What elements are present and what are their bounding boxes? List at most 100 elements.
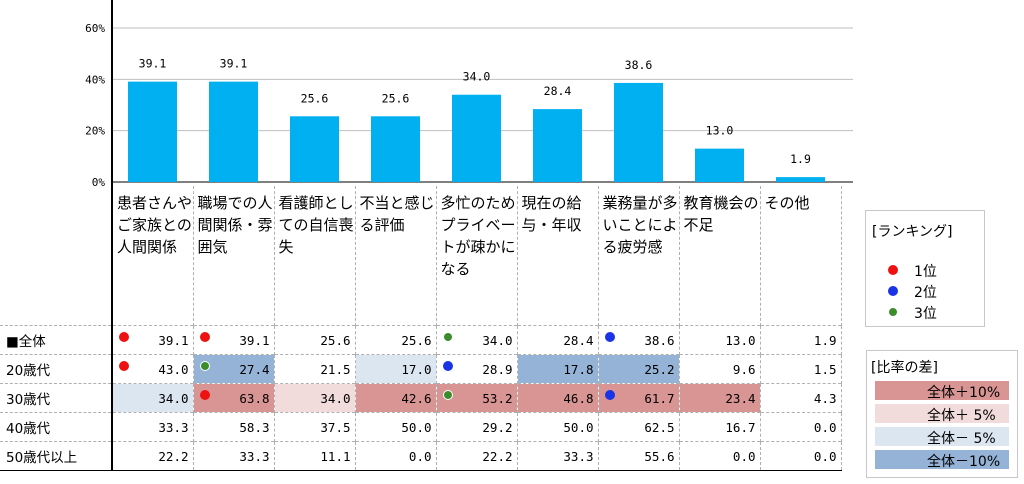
table-cell: 38.6 [597, 325, 680, 355]
difference-legend-item-plus10: 全体＋10% [875, 381, 1009, 401]
cell-value: 28.4 [563, 332, 594, 348]
table-cell: 34.0 [435, 325, 518, 355]
cell-value: 28.9 [482, 361, 513, 377]
y-tick-label: 60% [85, 22, 105, 35]
row-label: 50歳代以上 [0, 441, 112, 471]
table-cell: 28.4 [516, 325, 599, 355]
row-label: ■全体 [0, 325, 112, 355]
table-cell: 34.0 [273, 383, 356, 413]
bar-value-label: 28.4 [544, 84, 572, 98]
table-cell: 39.1 [192, 325, 275, 355]
table-cell: 46.8 [516, 383, 599, 413]
difference-legend-label: 全体＋ 5% [927, 408, 996, 424]
table-cell: 39.1 [111, 325, 194, 355]
table-cell: 34.0 [111, 383, 194, 413]
bar-value-label: 1.9 [790, 152, 811, 166]
cell-value: 21.5 [320, 361, 351, 377]
cell-value: 17.0 [401, 361, 432, 377]
bar-value-label: 34.0 [463, 70, 491, 84]
cell-value: 63.8 [239, 390, 270, 406]
bar-value-label: 13.0 [706, 124, 734, 138]
cell-value: 25.6 [401, 332, 432, 348]
table-cell: 62.5 [597, 412, 680, 442]
y-tick-label: 0% [92, 176, 106, 186]
category-header: 不当と感じる評価 [354, 186, 437, 326]
cell-value: 23.4 [725, 390, 756, 406]
cell-value: 55.6 [644, 448, 675, 464]
cell-value: 34.0 [482, 332, 513, 348]
table-cell: 4.3 [759, 383, 842, 413]
category-header: 教育機会の不足 [678, 186, 761, 326]
table-cell: 9.6 [678, 354, 761, 384]
cell-value: 25.6 [320, 332, 351, 348]
bar [695, 148, 744, 182]
difference-legend-label: 全体＋10% [927, 385, 1001, 401]
cell-value: 46.8 [563, 390, 594, 406]
cell-value: 42.6 [401, 390, 432, 406]
category-label: 現在の給与・年収 [521, 194, 582, 234]
table-cell: 61.7 [597, 383, 680, 413]
rank-3-dot-icon [442, 332, 453, 342]
table-cell: 50.0 [516, 412, 599, 442]
category-label: その他 [764, 194, 810, 212]
bar-value-label: 25.6 [382, 91, 410, 105]
bar-chart: 0% 20% 40% 60% 39.1 39.1 25.6 25.6 34.0 28.4 38.6 1… [85, 0, 853, 186]
table-cell: 23.4 [678, 383, 761, 413]
cell-value: 39.1 [158, 332, 189, 348]
table-cell: 0.0 [759, 412, 842, 442]
table-cell: 17.8 [516, 354, 599, 384]
table-cell: 0.0 [678, 441, 761, 471]
table-cell: 0.0 [354, 441, 437, 471]
cell-value: 22.2 [158, 448, 189, 464]
table-cell: 11.1 [273, 441, 356, 471]
table-cell: 42.6 [354, 383, 437, 413]
red-dot-icon [888, 265, 898, 275]
table-cell: 17.0 [354, 354, 437, 384]
ranking-legend-label: 3位 [914, 306, 937, 322]
cell-value: 22.2 [482, 448, 513, 464]
category-label: 職場での人間関係・雰囲気 [197, 194, 273, 256]
bar [290, 116, 339, 182]
table-cell: 25.2 [597, 354, 680, 384]
cell-value: 0.0 [813, 448, 837, 464]
ranking-legend-label: 2位 [914, 285, 937, 301]
bar [371, 116, 420, 182]
table-cell: 29.2 [435, 412, 518, 442]
cell-value: 62.5 [644, 419, 675, 435]
cell-value: 29.2 [482, 419, 513, 435]
category-header: 職場での人間関係・雰囲気 [192, 186, 275, 326]
cell-value: 16.7 [725, 419, 756, 435]
table-cell: 55.6 [597, 441, 680, 471]
rank-1-dot-icon [199, 332, 210, 342]
cell-value: 50.0 [563, 419, 594, 435]
green-dot-icon [888, 307, 898, 317]
cell-value: 38.6 [644, 332, 675, 348]
difference-legend-label: 全体－10% [927, 454, 1001, 470]
table-cell: 13.0 [678, 325, 761, 355]
table-cell: 22.2 [111, 441, 194, 471]
bar [614, 82, 663, 182]
difference-legend-item-minus5: 全体－ 5% [875, 427, 1009, 447]
category-label: 教育機会の不足 [683, 194, 759, 234]
cell-value: 25.2 [644, 361, 675, 377]
category-header: 看護師としての自信喪失 [273, 186, 356, 326]
category-header: 多忙のためプライベートが疎かになる [435, 186, 518, 326]
cell-value: 27.4 [239, 361, 270, 377]
category-header: 業務量が多いことによる疲労感 [597, 186, 680, 326]
category-label: 看護師としての自信喪失 [278, 194, 354, 256]
rank-1-dot-icon [119, 361, 129, 371]
bar [452, 94, 501, 182]
rank-1-dot-icon [199, 390, 210, 400]
row-label: 30歳代 [0, 383, 112, 413]
category-label: 業務量が多いことによる疲労感 [602, 194, 678, 256]
row-label: 20歳代 [0, 354, 112, 384]
table-cell: 50.0 [354, 412, 437, 442]
cell-value: 1.5 [813, 361, 837, 377]
y-tick-label: 20% [85, 125, 105, 138]
bar-value-label: 39.1 [220, 57, 248, 71]
table-cell: 0.0 [759, 441, 842, 471]
cell-value: 33.3 [158, 419, 189, 435]
cell-value: 53.2 [482, 390, 513, 406]
table-row: 50歳代以上 22.2 33.3 11.1 0.0 22.2 33.3 55.6 0.0 0.0 [0, 441, 842, 471]
table-cell: 33.3 [516, 441, 599, 471]
